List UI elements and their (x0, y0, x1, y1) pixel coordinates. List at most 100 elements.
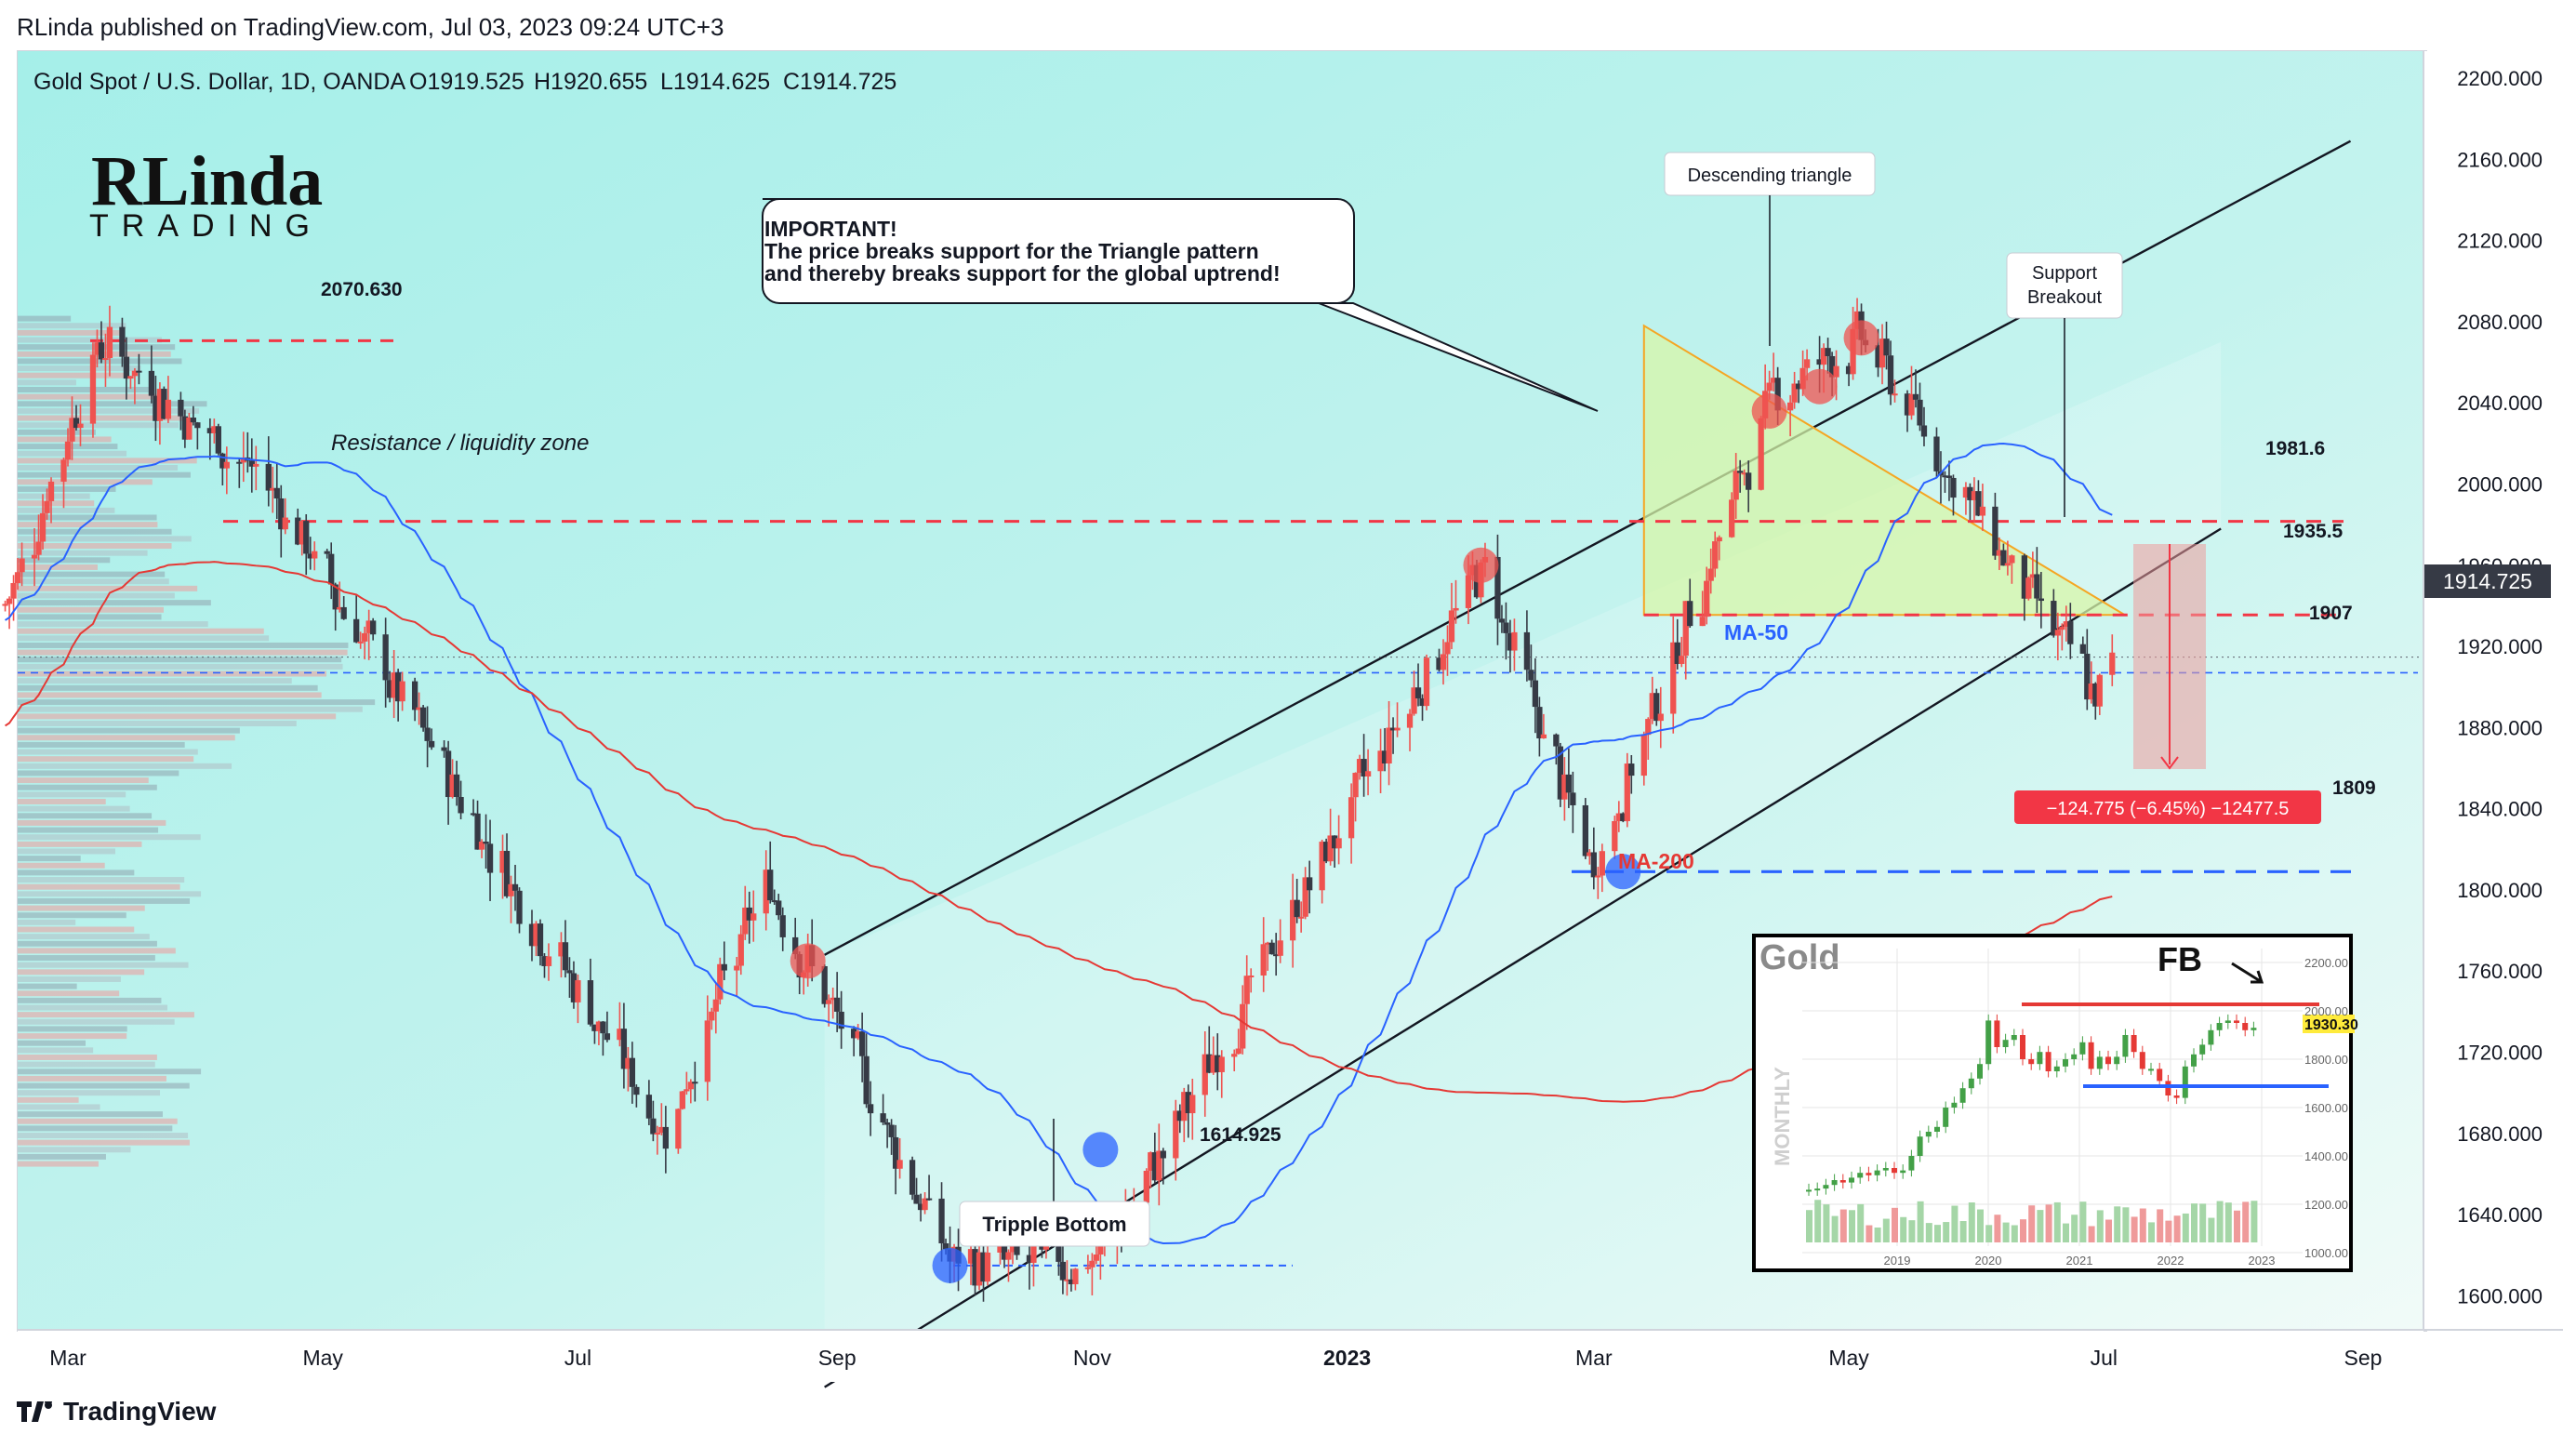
candle-body (1277, 940, 1283, 956)
top-marker (1463, 547, 1499, 583)
candle-body (1565, 774, 1573, 793)
candle-body (1536, 707, 1543, 739)
candle-body (545, 956, 552, 966)
inset-volume-bar (2122, 1207, 2130, 1242)
volume-profile-bar (18, 500, 95, 507)
svg-text:Gold: Gold (1759, 938, 1840, 977)
candle-body (629, 1057, 636, 1087)
candle-body (821, 965, 828, 1004)
candle-body (1364, 771, 1372, 777)
candle-body (394, 672, 402, 702)
candle-body (1887, 355, 1894, 395)
candle-body (855, 1031, 861, 1039)
volume-profile-bar (18, 536, 192, 542)
y-tick-label: 2000.000 (2457, 472, 2543, 496)
candle-body (1799, 367, 1806, 390)
candle-body (880, 1113, 886, 1123)
price-levels (18, 339, 2423, 1267)
inset-candle-body (2173, 1095, 2180, 1098)
volume-profile-bar (18, 1104, 100, 1110)
inset-candle-body (1874, 1170, 1880, 1175)
candle-body (1766, 382, 1773, 392)
candle-body (190, 418, 197, 423)
candle-body (1210, 1055, 1216, 1073)
y-tick-label: 2040.000 (2457, 392, 2543, 415)
candle-body (830, 997, 836, 1001)
volume-profile-bar (18, 919, 76, 925)
y-axis-ticks: 2200.000 2160.000 2120.000 2080.000 2040.000… (2457, 67, 2543, 1308)
time-axis[interactable] (18, 1330, 2423, 1382)
candle-body (1699, 617, 1706, 627)
volume-profile-bar (18, 1054, 157, 1060)
inset-candle-body (2148, 1069, 2154, 1071)
candle-body (458, 796, 464, 814)
volume-profile-bar (18, 1139, 190, 1146)
inset-volume-bar (2063, 1223, 2069, 1242)
candle-body (1595, 875, 1601, 878)
candle-body (1528, 670, 1534, 681)
candle-body (1235, 1048, 1242, 1055)
candle-body (1335, 838, 1342, 849)
candle-body (1786, 402, 1794, 411)
inset-candle-body (1831, 1180, 1838, 1186)
y-tick-label: 2120.000 (2457, 230, 2543, 253)
inset-volume-bar (1959, 1221, 1967, 1242)
candle-body (566, 970, 573, 974)
candle-body (888, 1124, 895, 1137)
candle-body (1243, 976, 1250, 1004)
inset-candle-body (1977, 1064, 1983, 1079)
candle-body (892, 1136, 899, 1169)
candle-body (620, 1029, 628, 1069)
volume-profile-bar (18, 1018, 175, 1025)
candle-body (44, 500, 50, 513)
volume-profile-bar (18, 393, 163, 400)
candle-body (704, 1020, 710, 1082)
candle-body (2021, 555, 2028, 599)
inset-candle-body (2028, 1059, 2035, 1065)
inset-x-tick: 2022 (2158, 1254, 2184, 1268)
candle-body (1670, 642, 1677, 714)
candle-body (2000, 550, 2007, 566)
volume-profile-bar (18, 465, 179, 471)
candle-body (1553, 734, 1560, 747)
inset-candle-body (2105, 1056, 2111, 1065)
candle-body (39, 512, 46, 542)
candle-body (922, 1198, 928, 1211)
candle-body (445, 750, 452, 798)
candle-body (14, 572, 21, 583)
volume-profile-bar (18, 997, 162, 1003)
candle-body (1979, 506, 1986, 516)
inset-candle-body (2002, 1040, 2009, 1047)
candle-body (1322, 842, 1330, 862)
candle-body (1737, 471, 1744, 473)
svg-text:and thereby breaks support for: and thereby breaks support for the globa… (764, 261, 1281, 285)
candle-body (1453, 607, 1459, 611)
volume-profile-bar (18, 799, 106, 805)
candle-body (353, 618, 360, 643)
x-tick-label: Jul (564, 1346, 591, 1370)
candle-body (717, 963, 724, 1000)
candle-body (896, 1160, 903, 1169)
volume-profile-bar (18, 422, 179, 429)
inset-candle-body (2122, 1035, 2129, 1057)
tradingview-footer[interactable]: TradingView (17, 1397, 216, 1427)
inset-candle-body (2045, 1052, 2052, 1071)
price-axis[interactable] (2423, 51, 2563, 1330)
ma200-label: MA-200 (1618, 849, 1694, 873)
candle-body (1758, 418, 1764, 490)
inset-candle-body (1892, 1168, 1897, 1174)
candle-body (240, 457, 246, 463)
candle-body (1920, 425, 1928, 437)
candle-body (858, 1031, 866, 1056)
svg-text:Breakout: Breakout (2027, 287, 2102, 308)
candle-body (312, 551, 318, 559)
candle-body (984, 1252, 991, 1282)
candle-body (1624, 763, 1630, 822)
inset-volume-bar (1874, 1227, 1881, 1242)
symbol-line: Gold Spot / U.S. Dollar, 1D, OANDA (33, 69, 405, 95)
inset-volume-bar (1977, 1209, 1984, 1242)
candle-body (1307, 877, 1313, 891)
level-1981-label: 1981.6 (2265, 438, 2325, 459)
volume-profile-bar (18, 429, 96, 435)
